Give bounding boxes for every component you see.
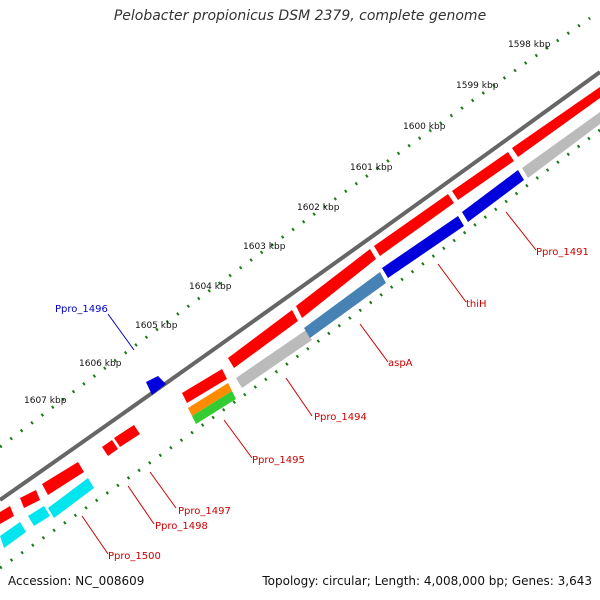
gene-label-aspa: aspA	[388, 358, 413, 369]
ruler-label: 1603 kbp	[243, 242, 286, 252]
cds-forward	[0, 506, 14, 524]
gene-cyan	[0, 522, 26, 548]
ruler-label: 1606 kbp	[79, 359, 122, 369]
gene-ppro-1495-orange	[188, 383, 232, 416]
cds-forward	[296, 249, 376, 318]
ruler-label: 1605 kbp	[135, 321, 178, 331]
cds-forward	[512, 87, 600, 157]
gene-label-ppro-1497: Ppro_1497	[178, 506, 231, 517]
leader-lines	[81, 211, 537, 555]
ruler-label: 1598 kbp	[508, 40, 551, 50]
ruler-label: 1607 kbp	[24, 396, 67, 406]
map-title: Pelobacter propionicus DSM 2379, complet…	[113, 8, 487, 24]
gene-aspa	[304, 272, 386, 338]
genome-backbone	[0, 70, 600, 502]
ruler-arc	[0, 16, 591, 449]
gene-label-ppro-1491: Ppro_1491	[536, 247, 589, 258]
cds-reverse	[522, 112, 600, 178]
gene-label-ppro-1494: Ppro_1494	[314, 412, 367, 423]
gene-label-ppro-1495: Ppro_1495	[252, 455, 305, 466]
gene-label-ppro-1498: Ppro_1498	[155, 521, 208, 532]
accession-text: Accession: NC_008609	[8, 574, 145, 588]
gene-label-ppro-1496: Ppro_1496	[55, 304, 108, 315]
gene-label-thih: thiH	[466, 299, 487, 310]
ruler-label: 1599 kbp	[456, 81, 499, 91]
cds-forward	[452, 152, 514, 200]
forward-cds-track	[0, 87, 600, 524]
ruler-label: 1601 kbp	[350, 163, 393, 173]
cds-forward	[228, 310, 298, 368]
gene-ppro-1496	[146, 376, 166, 395]
cds-forward	[114, 425, 140, 447]
gene-ppro-1491	[462, 170, 524, 222]
cds-forward	[102, 440, 118, 456]
cds-forward	[20, 490, 40, 508]
inner-tick-arc	[0, 128, 600, 570]
gene-thih	[382, 216, 464, 278]
genome-summary-text: Topology: circular; Length: 4,008,000 bp…	[262, 574, 592, 588]
reverse-cds-track	[236, 112, 600, 388]
ruler-label: 1602 kbp	[297, 203, 340, 213]
gene-label-ppro-1500: Ppro_1500	[108, 551, 161, 562]
cds-forward	[42, 462, 84, 495]
cds-forward	[182, 369, 227, 403]
gene-ppro-1495-green	[192, 391, 236, 424]
ruler-label: 1600 kbp	[403, 122, 446, 132]
cds-reverse	[236, 330, 312, 388]
cds-forward	[374, 194, 454, 256]
ruler-label: 1604 kbp	[189, 282, 232, 292]
gene-ppro-1500	[48, 478, 94, 518]
gene-cyan	[28, 506, 50, 526]
